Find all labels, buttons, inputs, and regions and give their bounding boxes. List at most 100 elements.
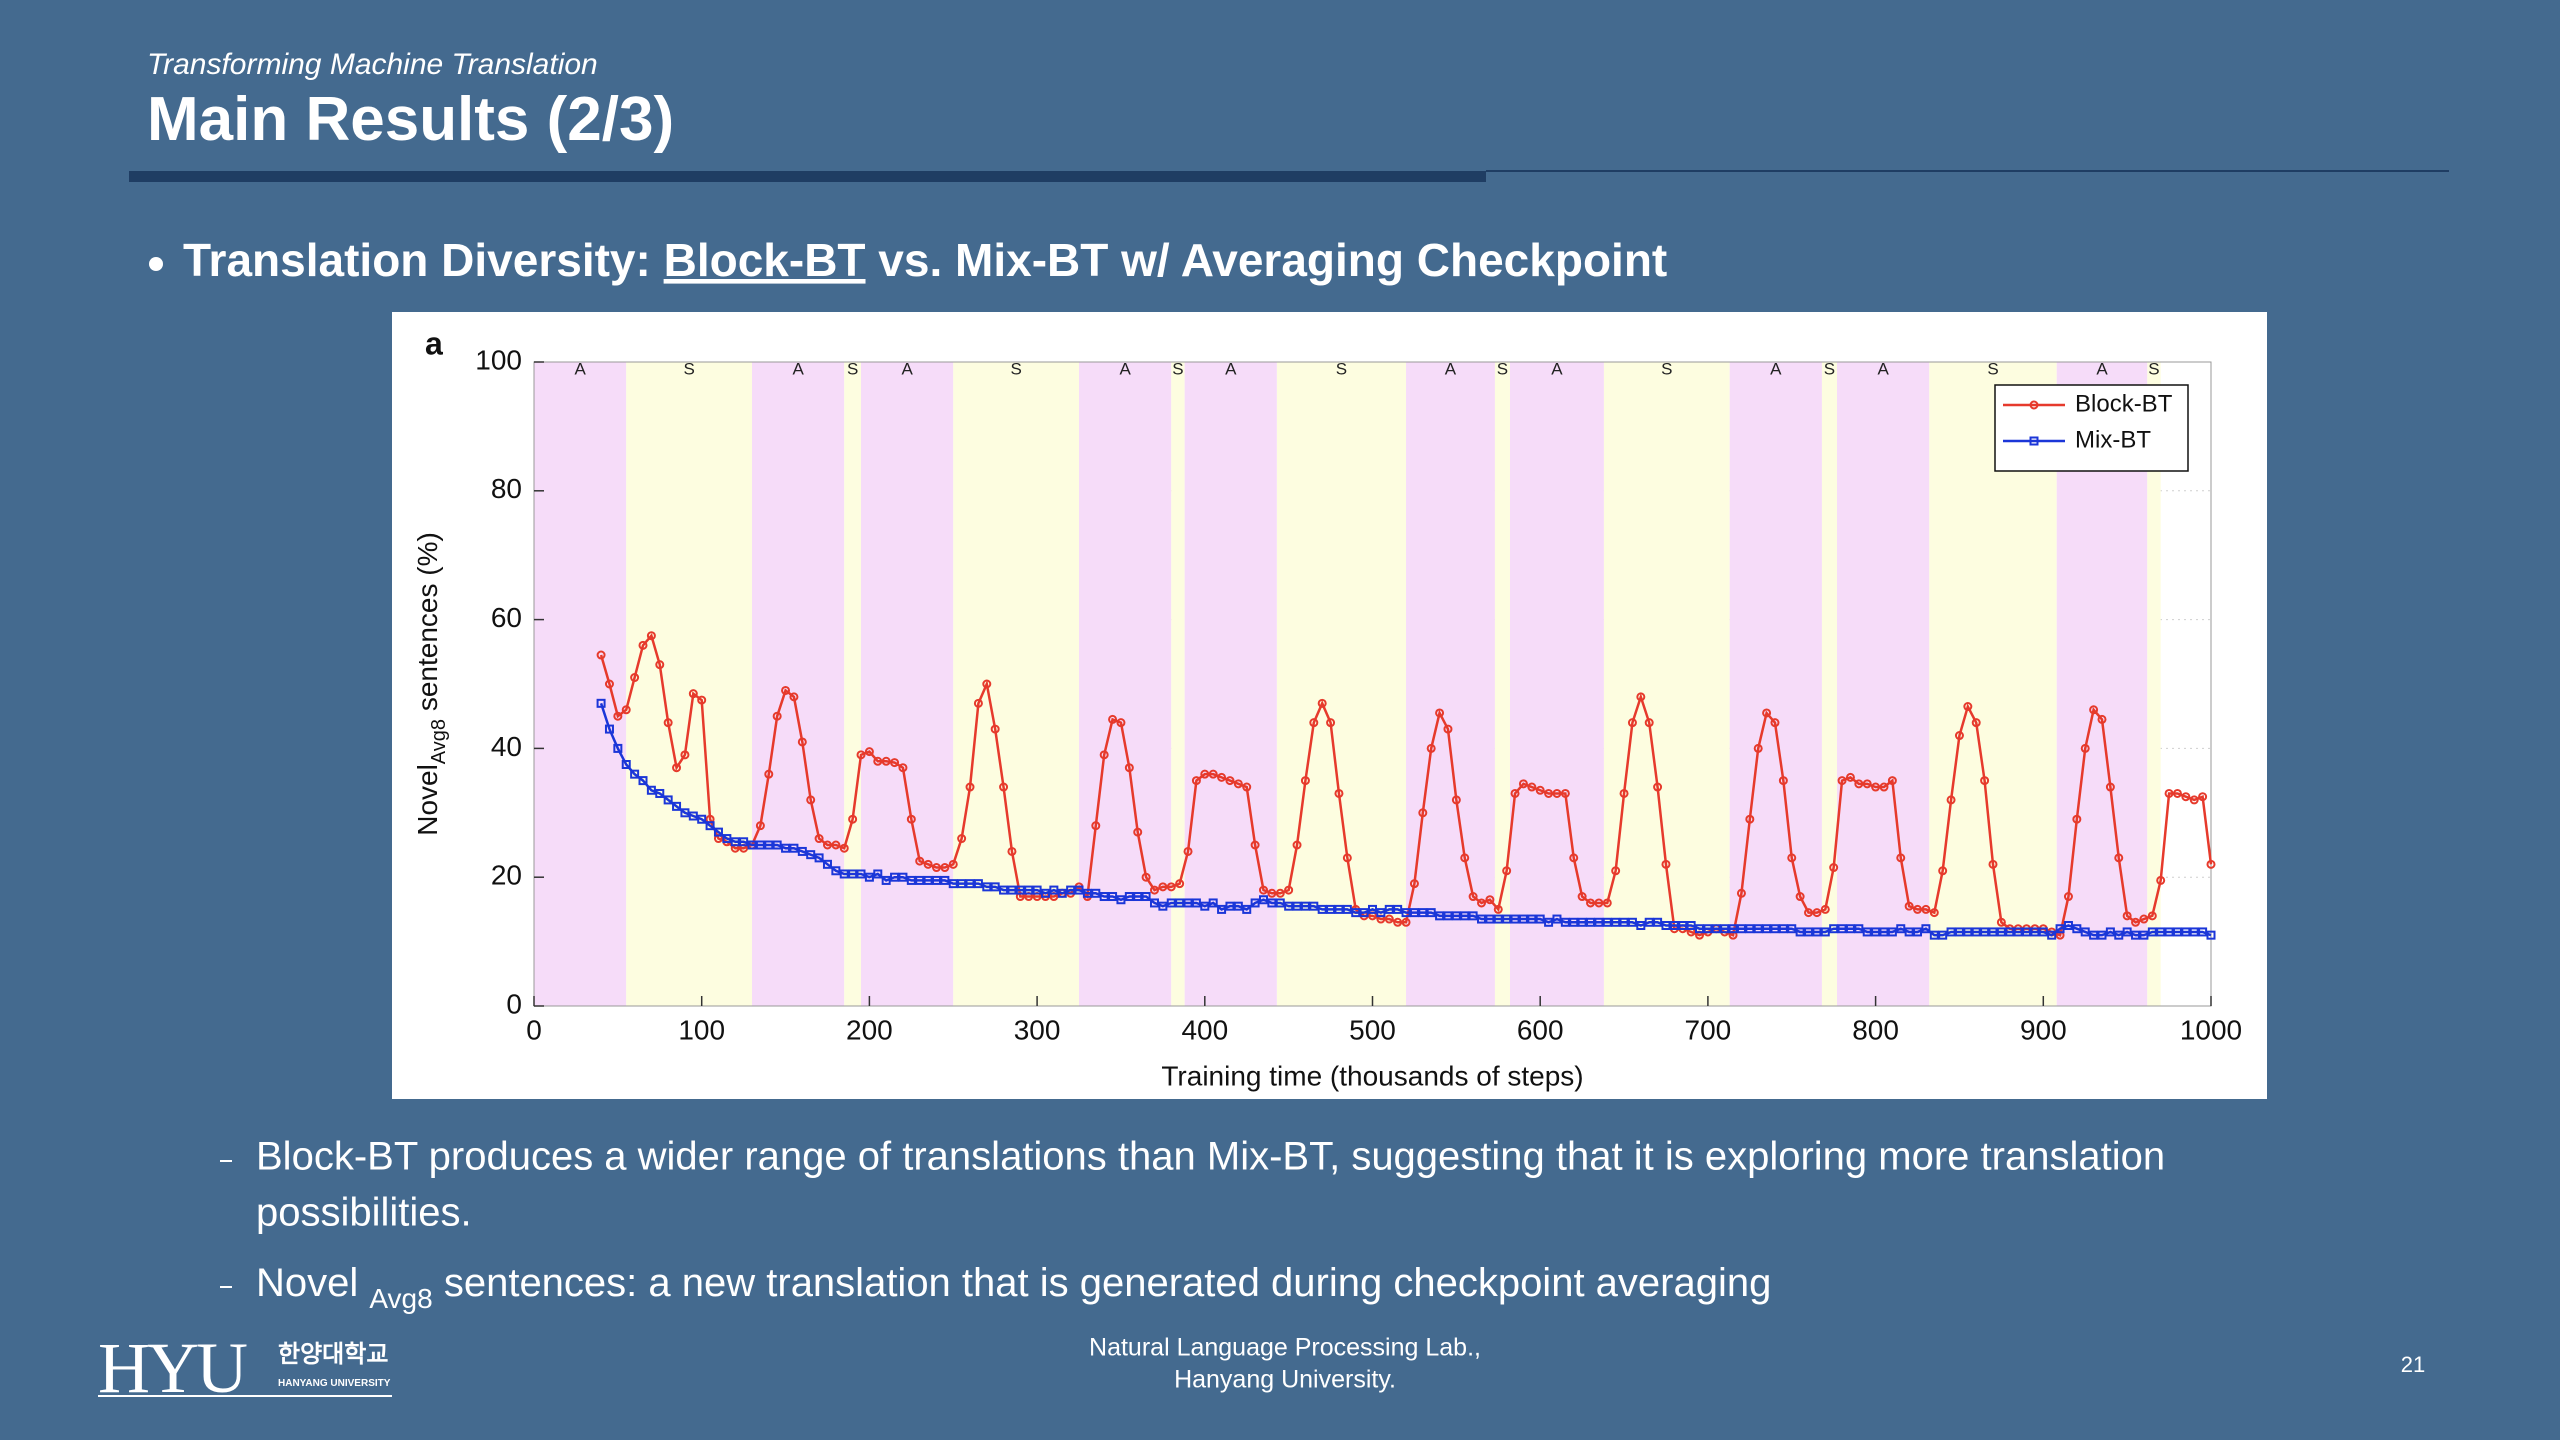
- bullet-dot: [149, 257, 163, 271]
- point: [1720, 924, 1730, 934]
- point: [1837, 776, 1847, 786]
- phase-label: A: [574, 359, 586, 378]
- point: [940, 875, 950, 885]
- point: [1569, 853, 1579, 863]
- phase-label: A: [2096, 359, 2108, 378]
- point: [1703, 924, 1713, 934]
- phase-label: S: [1336, 359, 1347, 378]
- point: [1418, 908, 1428, 918]
- point: [982, 679, 992, 689]
- point: [672, 801, 682, 811]
- point: [1845, 772, 1855, 782]
- point: [1225, 776, 1235, 786]
- phase-band: [1494, 362, 1511, 1006]
- point: [1225, 901, 1235, 911]
- point: [621, 760, 631, 769]
- point: [764, 769, 774, 779]
- point: [1963, 927, 1973, 937]
- point: [2055, 924, 2065, 934]
- point: [697, 695, 707, 705]
- point: [931, 875, 941, 885]
- point: [1829, 863, 1839, 873]
- point: [2105, 927, 2115, 937]
- point: [1804, 908, 1814, 918]
- point: [982, 882, 992, 892]
- phase-label: S: [1497, 359, 1508, 378]
- point: [923, 875, 933, 885]
- phase-label: S: [683, 359, 694, 378]
- point: [1896, 924, 1906, 934]
- point: [1871, 782, 1881, 792]
- point: [1233, 901, 1243, 911]
- point: [1770, 718, 1780, 728]
- point: [688, 689, 698, 699]
- point: [1896, 853, 1906, 863]
- point: [831, 840, 841, 850]
- point: [990, 882, 1000, 892]
- point: [1971, 718, 1981, 728]
- point: [1527, 914, 1537, 924]
- point: [1502, 914, 1512, 924]
- point: [1317, 698, 1327, 708]
- point: [2030, 927, 2040, 937]
- point: [1518, 914, 1528, 924]
- phase-band: [1171, 362, 1185, 1006]
- point: [1258, 895, 1268, 905]
- phase-label: A: [1877, 359, 1889, 378]
- point: [1753, 743, 1763, 753]
- point: [898, 763, 908, 773]
- point: [2038, 927, 2048, 937]
- phase-band: [1510, 362, 1604, 1006]
- point: [1804, 927, 1814, 937]
- point: [1586, 917, 1596, 927]
- point: [1946, 795, 1956, 805]
- phase-label: S: [847, 359, 858, 378]
- point: [1762, 924, 1772, 934]
- point: [2072, 924, 2082, 934]
- point: [1091, 821, 1101, 831]
- point: [973, 698, 983, 708]
- point: [965, 879, 975, 889]
- x-tick-label: 700: [1685, 1014, 1732, 1045]
- point: [1728, 924, 1738, 934]
- point: [638, 640, 648, 650]
- point: [1510, 788, 1520, 798]
- y-axis-label: NovelAvg8 sentences (%): [412, 532, 450, 836]
- point: [1292, 901, 1302, 911]
- point: [2189, 795, 2199, 805]
- point: [1108, 714, 1118, 724]
- point: [1653, 917, 1663, 927]
- point: [814, 853, 824, 863]
- point: [1175, 879, 1185, 889]
- point: [1468, 911, 1478, 921]
- point: [1409, 879, 1419, 889]
- point: [1208, 769, 1218, 779]
- point: [1602, 917, 1612, 927]
- point: [1678, 921, 1688, 930]
- point: [1435, 708, 1445, 718]
- point: [856, 750, 866, 760]
- point: [1468, 892, 1478, 902]
- point: [1518, 779, 1528, 789]
- phase-label: S: [2148, 359, 2159, 378]
- point: [1024, 885, 1034, 895]
- point: [1485, 914, 1495, 924]
- point: [646, 785, 656, 795]
- point: [1200, 901, 1210, 911]
- point: [705, 821, 715, 831]
- point: [655, 660, 665, 670]
- point: [1108, 892, 1118, 902]
- point: [806, 850, 816, 860]
- y-axis-label-rest: sentences (%): [412, 532, 443, 719]
- point: [797, 737, 807, 747]
- phase-label: A: [792, 359, 804, 378]
- point: [2198, 927, 2208, 937]
- point: [873, 756, 883, 766]
- point: [1351, 908, 1361, 918]
- point: [2105, 782, 2115, 792]
- point: [781, 685, 791, 695]
- point: [1141, 892, 1151, 902]
- point: [839, 843, 849, 853]
- point: [2013, 927, 2023, 937]
- point: [2147, 911, 2157, 921]
